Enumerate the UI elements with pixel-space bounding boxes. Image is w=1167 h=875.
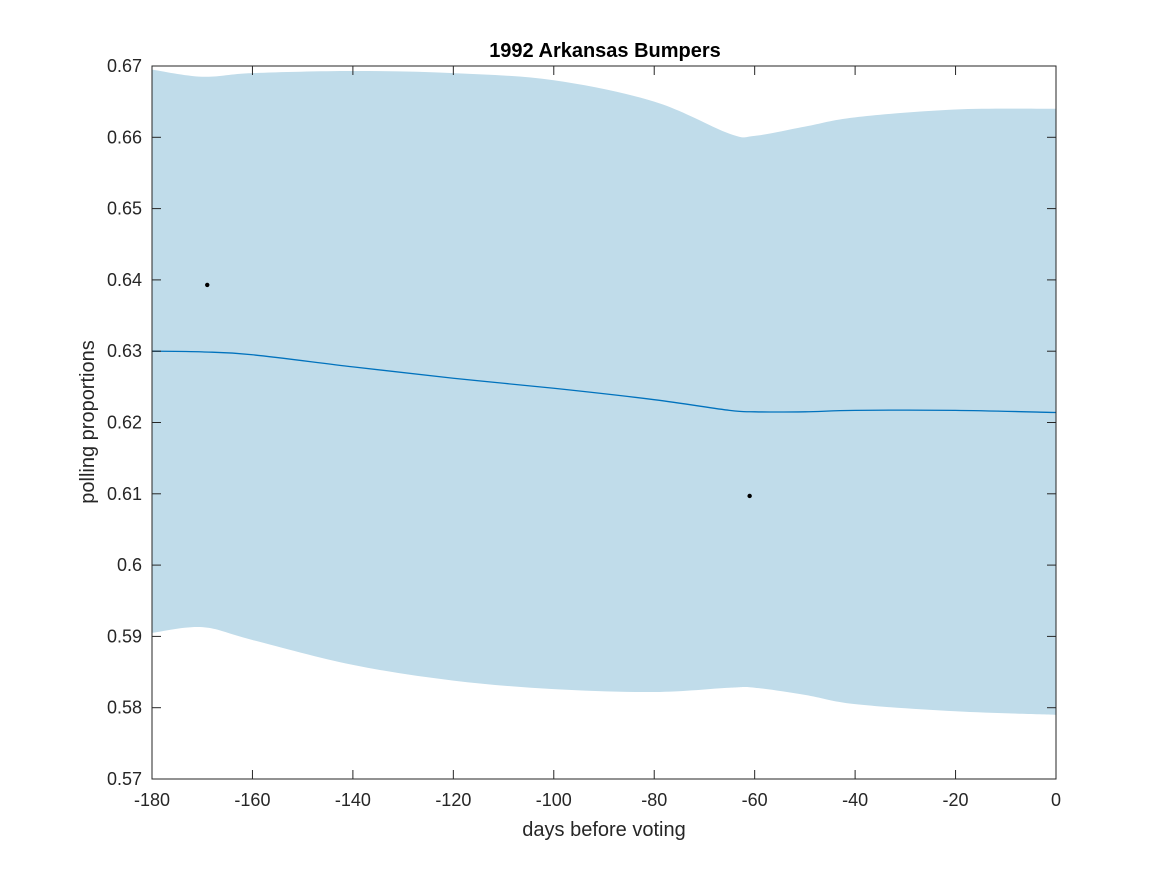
plot-area — [151, 69, 1057, 715]
axis-ticks: -180 -160 -140 -120 -100 -80 -60 -40 -20 0 0.57 0.5… — [107, 56, 1061, 810]
x-tick-label: -100 — [536, 790, 572, 810]
chart-title: 1992 Arkansas Bumpers — [489, 40, 721, 62]
poll-point-1 — [205, 282, 210, 288]
x-axis-label: days before voting — [522, 819, 685, 841]
x-tick-label: -140 — [335, 790, 371, 810]
y-tick-label: 0.61 — [107, 484, 142, 504]
x-tick-label: -20 — [943, 790, 969, 810]
y-axis-label: polling proportions — [77, 340, 99, 503]
confidence-band — [152, 69, 1056, 715]
y-tick-label: 0.65 — [107, 199, 142, 219]
x-tick-label: -80 — [641, 790, 667, 810]
x-tick-label: -60 — [742, 790, 768, 810]
poll-point-2 — [747, 493, 752, 499]
y-tick-label: 0.58 — [107, 698, 142, 718]
mean-line — [151, 350, 1057, 414]
y-tick-label: 0.64 — [107, 270, 142, 290]
y-tick-label: 0.57 — [107, 769, 142, 789]
y-tick-label: 0.6 — [117, 555, 142, 575]
y-tick-label: 0.59 — [107, 626, 142, 646]
y-tick-label: 0.63 — [107, 341, 142, 361]
x-tick-label: 0 — [1051, 790, 1061, 810]
x-tick-label: -160 — [234, 790, 270, 810]
y-tick-label: 0.66 — [107, 127, 142, 147]
x-tick-label: -120 — [435, 790, 471, 810]
x-tick-label: -40 — [842, 790, 868, 810]
y-tick-label: 0.62 — [107, 413, 142, 433]
x-tick-label: -180 — [134, 790, 170, 810]
y-tick-label: 0.67 — [107, 56, 142, 76]
